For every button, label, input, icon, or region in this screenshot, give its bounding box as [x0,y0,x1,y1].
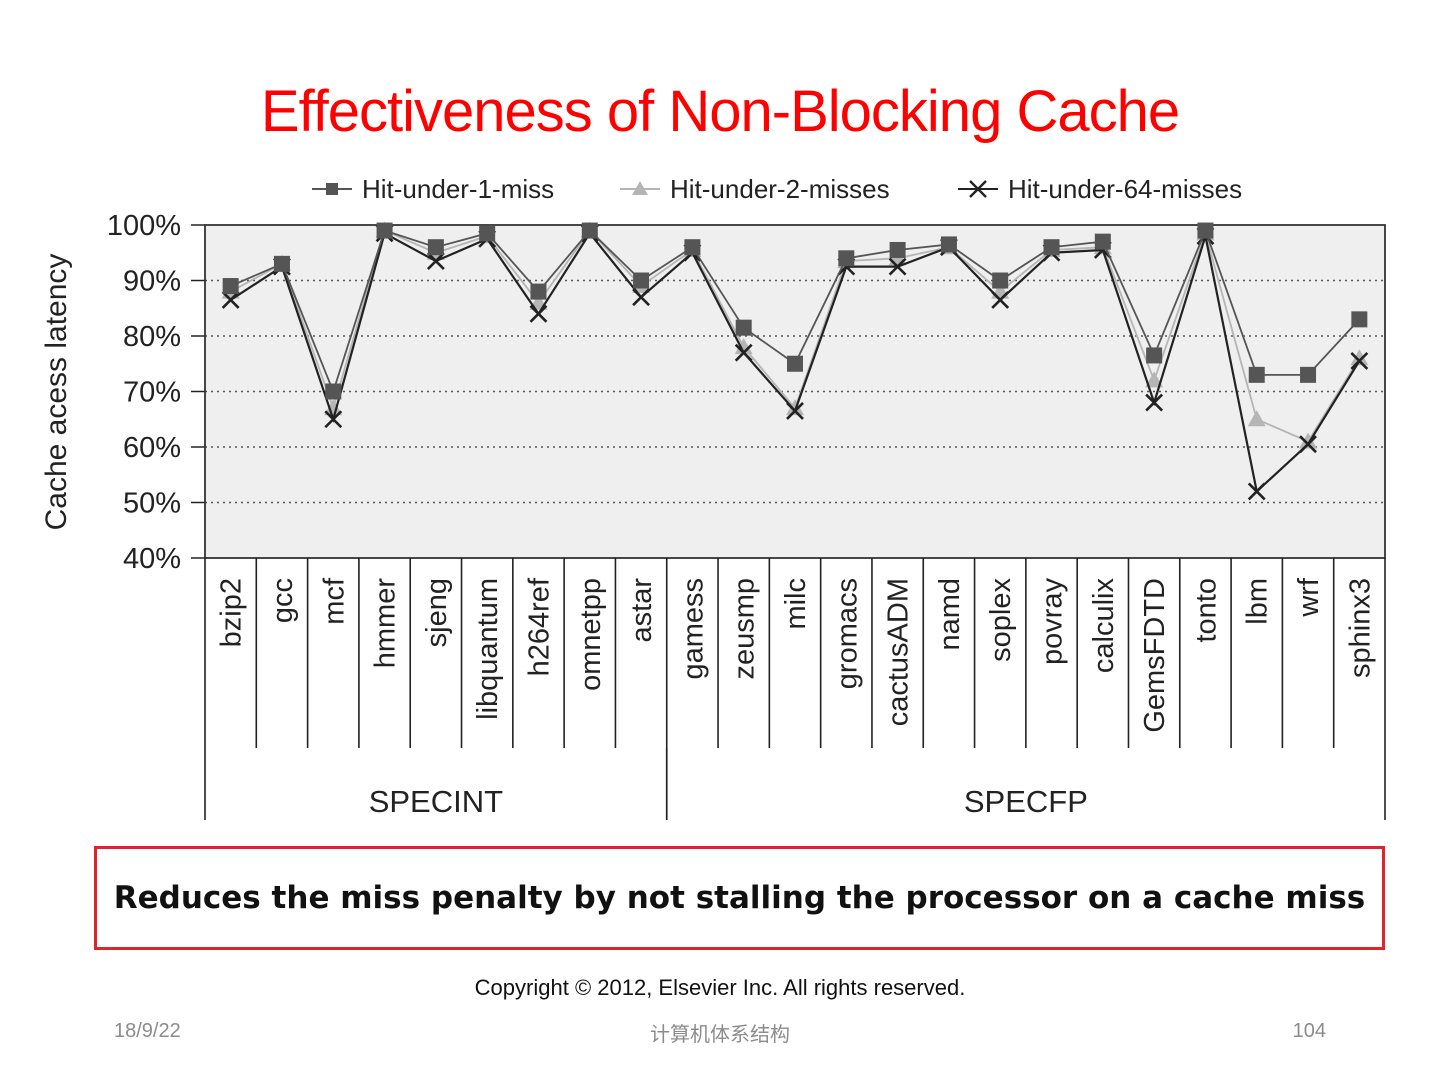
data-point [325,383,342,400]
data-point [992,272,1009,289]
data-point [530,283,547,300]
legend-label: Hit-under-1-miss [362,174,554,204]
data-point [1094,233,1111,250]
data-point [376,222,393,239]
y-tick-label: 90% [123,266,181,298]
x-tick-label: hmmer [370,578,402,669]
x-tick-label: soplex [985,578,1017,662]
data-point [1145,393,1164,412]
legend-label: Hit-under-2-misses [670,174,890,204]
legend-marker [632,181,648,195]
slide-title: Effectiveness of Non-Blocking Cache [260,79,1180,144]
x-tick-label: povray [1037,578,1069,666]
plot-frame [204,224,1386,559]
x-tick-label: namd [934,578,966,651]
data-point [1351,311,1368,328]
data-point [1145,371,1164,388]
data-point [684,239,701,256]
x-tick-label: libquantum [472,578,504,720]
x-tick-label: h264ref [523,577,555,676]
data-point [632,288,651,307]
data-point [324,410,343,429]
x-tick-label: milc [780,578,812,630]
legend-marker [326,183,338,195]
data-point [581,222,598,239]
data-point [1299,435,1317,454]
x-tick-label: sphinx3 [1344,578,1376,678]
x-tick-label: omnetpp [575,578,607,691]
data-point [273,255,290,272]
footer-course-title: 计算机体系结构 [650,1022,790,1046]
x-tick-label: mcf [318,577,350,625]
x-tick-label: lbm [1242,578,1274,625]
y-tick-label: 80% [123,321,181,353]
x-tick-label: gcc [267,578,299,623]
x-tick-label: zeusmp [729,578,761,680]
x-tick-label: tonto [1190,578,1222,643]
data-point [529,304,548,323]
group-label: SPECINT [369,784,503,819]
x-tick-label: GemsFDTD [1139,578,1171,733]
data-point [735,319,752,336]
data-point [787,355,803,372]
data-point [734,338,753,355]
y-axis-label: Cache acess latency [40,254,73,531]
data-point [1350,352,1369,370]
y-tick-label: 40% [123,543,181,575]
data-point [734,343,753,362]
data-point [633,272,650,289]
data-point [426,252,445,270]
x-tick-label: wrf [1293,577,1325,618]
x-tick-label: gamess [677,578,709,680]
x-tick-label: bzip2 [216,578,248,647]
data-point [1247,410,1266,427]
data-point [991,291,1010,309]
data-point [1197,222,1214,239]
y-tick-label: 50% [123,488,181,520]
x-tick-label: gromacs [831,578,863,689]
data-point [222,278,239,295]
data-point [221,291,240,309]
data-point [1299,432,1318,449]
data-point [1350,349,1369,366]
data-point [1300,366,1317,383]
data-point [1247,482,1266,501]
data-point [838,250,855,267]
group-label: SPECFP [964,784,1088,819]
x-tick-label: cactusADM [883,578,915,726]
legend-marker [969,180,987,198]
x-tick-label: calculix [1088,578,1120,674]
x-tick-label: astar [626,578,658,643]
copyright-notice: Copyright © 2012, Elsevier Inc. All righ… [474,975,966,1000]
y-tick-label: 100% [107,210,181,242]
footer-page-number: 104 [1292,1020,1326,1042]
callout-box: Reduces the miss penalty by not stalling… [94,846,1385,950]
cache-latency-chart: 40% 50% 60% 70% 80% 90% 100% Cache acess latenc… [40,174,1386,820]
data-point [427,239,444,256]
data-point [479,225,496,242]
callout-text: Reduces the miss penalty by not stalling… [113,880,1366,916]
y-tick-label: 60% [123,432,181,464]
data-point [1043,239,1060,256]
legend-label: Hit-under-64-misses [1008,174,1242,204]
data-point [889,241,906,258]
data-point [1146,347,1163,364]
y-tick-label: 70% [123,377,181,409]
data-point [324,399,343,416]
footer-date: 18/9/22 [114,1020,181,1042]
data-point [786,402,804,420]
x-tick-label: sjeng [421,578,453,647]
data-point [888,257,907,276]
data-point [1248,366,1265,383]
data-point [786,399,804,416]
data-point [940,236,957,253]
